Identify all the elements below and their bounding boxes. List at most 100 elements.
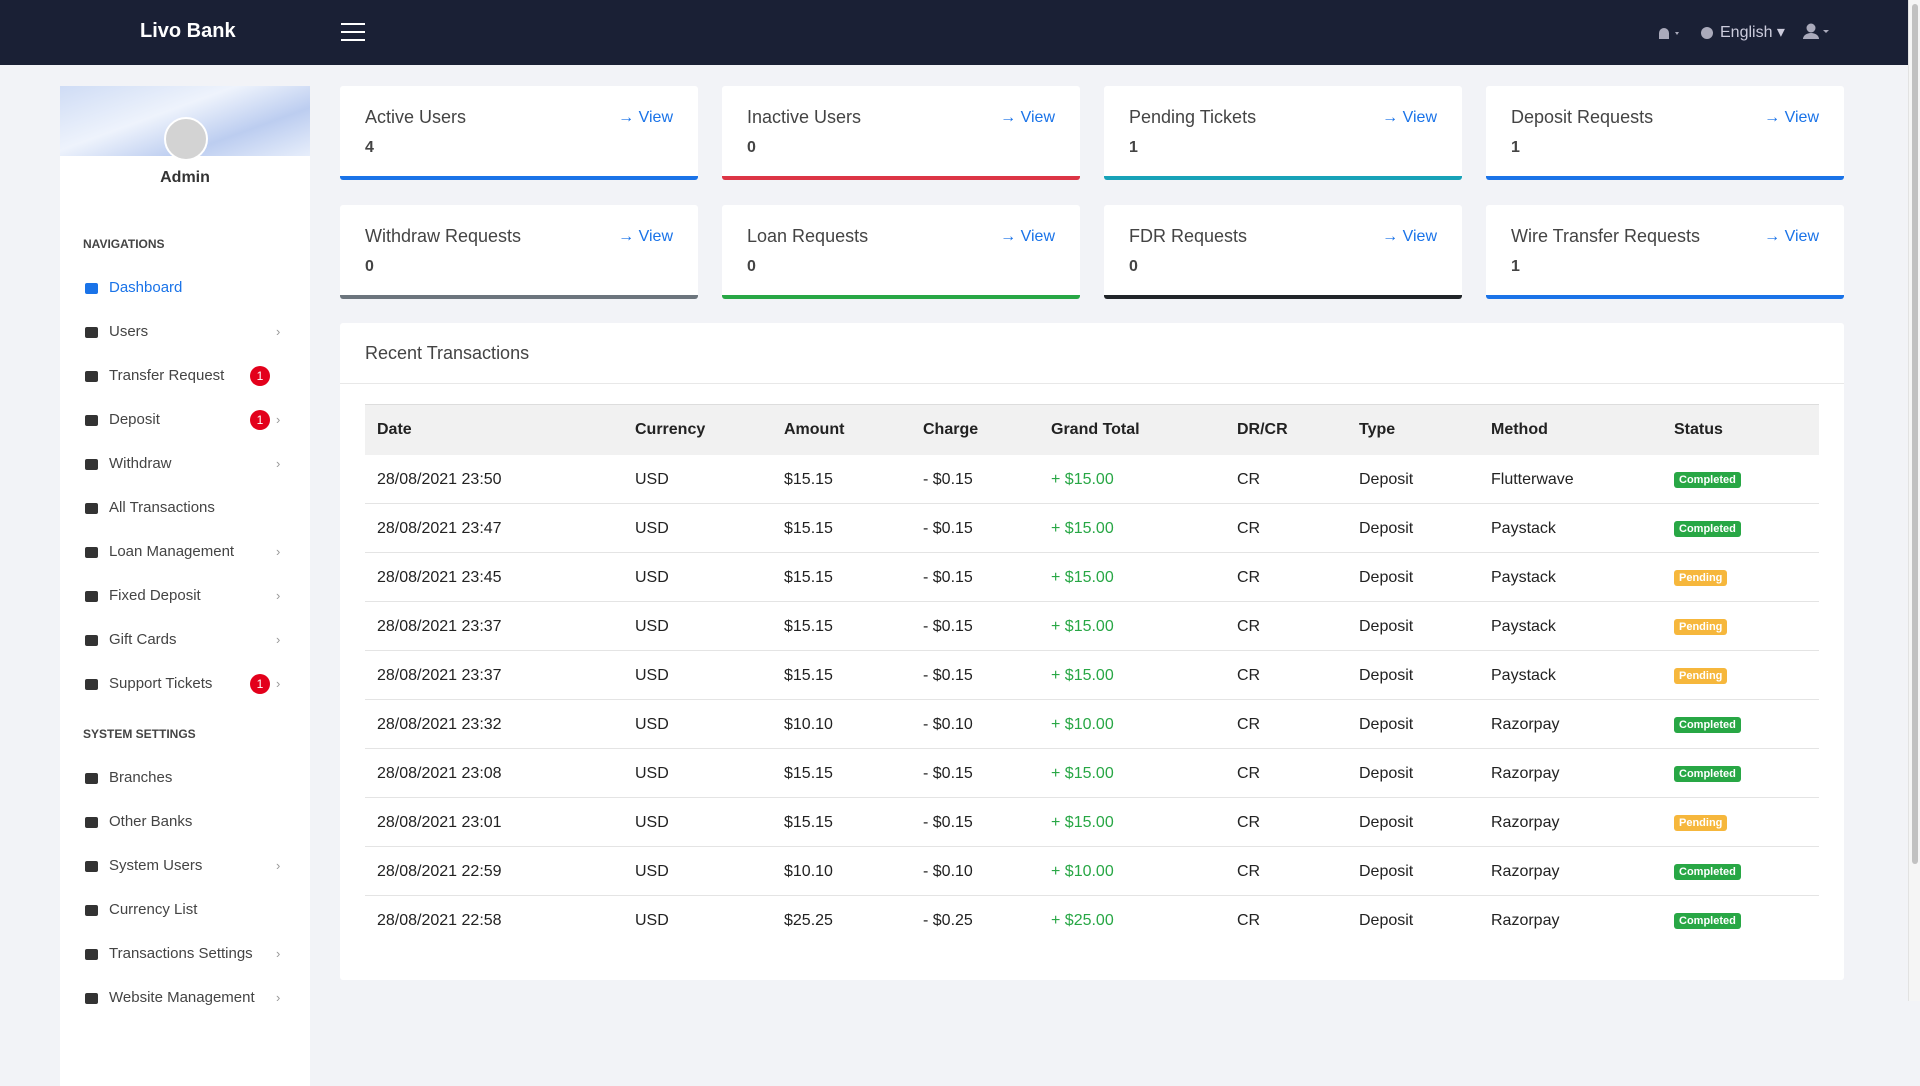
nav-item[interactable]: Transactions Settings bbox=[109, 945, 253, 962]
view-text[interactable]: View bbox=[638, 109, 673, 126]
view-link[interactable]: → View bbox=[1000, 228, 1055, 245]
table-cell: + $10.00 bbox=[1051, 863, 1114, 880]
view-text[interactable]: View bbox=[638, 228, 673, 245]
table-header: Date Currency Amount Charge Grand Total DR/CR… bbox=[365, 404, 1819, 455]
table-cell: $15.15 bbox=[784, 765, 833, 782]
nav-icon bbox=[85, 905, 98, 916]
row-divider bbox=[365, 650, 1819, 651]
nav-item[interactable]: Users bbox=[109, 323, 149, 340]
table-cell: Razorpay bbox=[1491, 912, 1560, 929]
badge: 1 bbox=[250, 674, 270, 694]
table-cell: 28/08/2021 23:47 bbox=[377, 520, 502, 537]
row-divider bbox=[365, 846, 1819, 847]
nav-item[interactable]: Gift Cards bbox=[109, 631, 177, 648]
sidebar bbox=[60, 86, 310, 1086]
card-count: 0 bbox=[747, 139, 756, 156]
view-text[interactable]: View bbox=[1020, 109, 1055, 126]
table-cell: - $0.15 bbox=[923, 471, 973, 488]
chevron: › bbox=[276, 946, 281, 961]
nav-item[interactable]: Deposit bbox=[109, 411, 160, 428]
view-link[interactable]: → View bbox=[1382, 109, 1437, 126]
table-cell: 28/08/2021 23:32 bbox=[377, 716, 502, 733]
nav-item[interactable]: All Transactions bbox=[109, 499, 215, 516]
table-cell: + $15.00 bbox=[1051, 765, 1114, 782]
view-text[interactable]: View bbox=[1784, 109, 1819, 126]
table-cell: 28/08/2021 23:01 bbox=[377, 814, 502, 831]
column-header: Date bbox=[377, 421, 412, 438]
brand[interactable]: Livo Bank bbox=[140, 20, 236, 42]
status-badge: Pending bbox=[1674, 668, 1728, 684]
table-cell: $15.15 bbox=[784, 471, 833, 488]
table-cell: $25.25 bbox=[784, 912, 833, 929]
table-cell: - $0.15 bbox=[923, 618, 973, 635]
nav-icon bbox=[85, 773, 98, 784]
table-cell: - $0.15 bbox=[923, 569, 973, 586]
chevron: › bbox=[276, 544, 281, 559]
chevron: › bbox=[276, 632, 281, 647]
chevron: › bbox=[276, 990, 281, 1005]
row-divider bbox=[365, 895, 1819, 896]
view-link[interactable]: → View bbox=[1000, 109, 1055, 126]
nav-icon bbox=[85, 547, 98, 558]
nav-icon bbox=[85, 591, 98, 602]
table-cell: Paystack bbox=[1491, 569, 1556, 586]
nav-item[interactable]: System Users bbox=[109, 857, 203, 874]
table-cell: + $15.00 bbox=[1051, 520, 1114, 537]
nav-item[interactable]: Website Management bbox=[109, 989, 255, 1006]
card-count: 1 bbox=[1511, 258, 1520, 275]
view-link[interactable]: → View bbox=[1382, 228, 1437, 245]
nav-item[interactable]: Currency List bbox=[109, 901, 198, 918]
status-badge: Completed bbox=[1674, 864, 1741, 880]
table-cell: 28/08/2021 23:37 bbox=[377, 667, 502, 684]
view-text[interactable]: View bbox=[1784, 228, 1819, 245]
nav-item[interactable]: Other Banks bbox=[109, 813, 193, 830]
column-header: Status bbox=[1674, 421, 1723, 438]
view-link[interactable]: → View bbox=[1764, 109, 1819, 126]
nav-icon bbox=[85, 503, 98, 514]
column-header: Method bbox=[1491, 421, 1548, 438]
table-cell: 28/08/2021 22:58 bbox=[377, 912, 502, 929]
nav-item[interactable]: Branches bbox=[109, 769, 173, 786]
nav-item[interactable]: Dashboard bbox=[109, 279, 183, 296]
status-badge: Pending bbox=[1674, 570, 1728, 586]
table-cell: Deposit bbox=[1359, 471, 1414, 488]
menu-toggle[interactable] bbox=[341, 23, 365, 41]
user-menu[interactable] bbox=[1802, 22, 1832, 42]
language-selector[interactable]: English ▾ bbox=[1720, 24, 1785, 41]
nav-icon bbox=[85, 679, 98, 690]
table-cell: CR bbox=[1237, 863, 1261, 880]
status-badge: Completed bbox=[1674, 717, 1741, 733]
nav-item[interactable]: Loan Management bbox=[109, 543, 235, 560]
table-cell: USD bbox=[635, 814, 669, 831]
view-text[interactable]: View bbox=[1020, 228, 1055, 245]
table-cell: 28/08/2021 22:59 bbox=[377, 863, 502, 880]
nav-item[interactable]: Withdraw bbox=[109, 455, 172, 472]
table-cell: Deposit bbox=[1359, 520, 1414, 537]
nav-item[interactable]: Support Tickets bbox=[109, 675, 213, 692]
user-name: Admin bbox=[160, 169, 210, 186]
chevron: › bbox=[276, 456, 281, 471]
table-cell: Razorpay bbox=[1491, 863, 1560, 880]
table-cell: - $0.15 bbox=[923, 667, 973, 684]
nav-item[interactable]: Fixed Deposit bbox=[109, 587, 201, 604]
table-cell: Deposit bbox=[1359, 863, 1414, 880]
row-divider bbox=[365, 503, 1819, 504]
nav-item[interactable]: Transfer Request bbox=[109, 367, 225, 384]
view-link[interactable]: → View bbox=[1764, 228, 1819, 245]
table-cell: + $15.00 bbox=[1051, 618, 1114, 635]
table-cell: Paystack bbox=[1491, 667, 1556, 684]
table-cell: $15.15 bbox=[784, 814, 833, 831]
table-cell: Deposit bbox=[1359, 618, 1414, 635]
view-link[interactable]: → View bbox=[618, 228, 673, 245]
status-badge: Pending bbox=[1674, 619, 1728, 635]
table-cell: Flutterwave bbox=[1491, 471, 1574, 488]
card-count: 0 bbox=[747, 258, 756, 275]
view-link[interactable]: → View bbox=[618, 109, 673, 126]
panel-title: Recent Transactions bbox=[365, 343, 530, 363]
table-cell: + $10.00 bbox=[1051, 716, 1114, 733]
view-text[interactable]: View bbox=[1402, 109, 1437, 126]
notification-icon[interactable] bbox=[1655, 24, 1683, 42]
view-text[interactable]: View bbox=[1402, 228, 1437, 245]
stat-card: Inactive Users 0 → View bbox=[722, 86, 1080, 180]
